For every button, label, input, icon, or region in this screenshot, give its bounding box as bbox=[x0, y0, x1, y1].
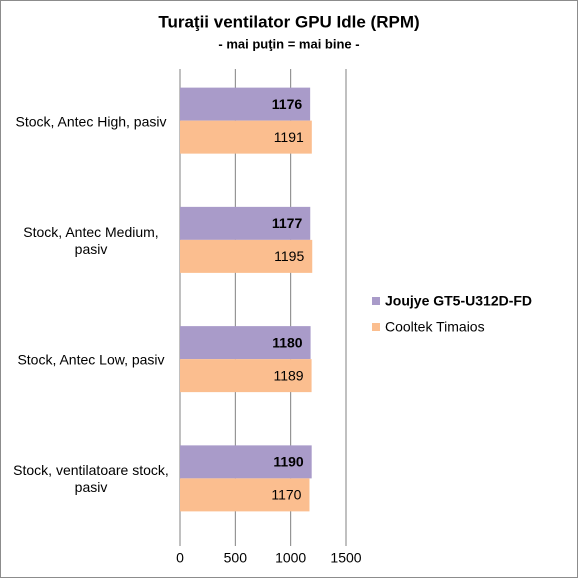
legend-label: Joujye GT5-U312D-FD bbox=[385, 293, 532, 309]
bar bbox=[180, 478, 310, 512]
data-label: 1177 bbox=[272, 215, 303, 231]
chart-title: Turaţii ventilator GPU Idle (RPM) bbox=[158, 12, 419, 31]
data-label: 1195 bbox=[274, 248, 304, 264]
y-tick-label: Stock, Antec Low, pasiv bbox=[17, 351, 165, 368]
bar bbox=[180, 120, 312, 154]
x-tick-label: 500 bbox=[224, 550, 248, 566]
data-label: 1189 bbox=[273, 367, 303, 383]
legend-swatch bbox=[372, 297, 380, 305]
legend-swatch bbox=[372, 323, 380, 331]
bar bbox=[180, 359, 312, 393]
x-tick-label: 0 bbox=[176, 550, 184, 566]
x-tick-label: 1500 bbox=[330, 550, 361, 566]
bar bbox=[180, 445, 312, 479]
chart-subtitle: - mai puţin = mai bine - bbox=[218, 36, 359, 51]
data-label: 1170 bbox=[271, 487, 301, 503]
legend-label: Cooltek Timaios bbox=[385, 319, 485, 335]
data-label: 1180 bbox=[272, 334, 303, 350]
y-tick-label: Stock, ventilatoare stock, pasiv bbox=[13, 462, 169, 496]
bar bbox=[180, 206, 311, 240]
x-tick-label: 1000 bbox=[275, 550, 306, 566]
bar bbox=[180, 87, 311, 121]
bar bbox=[180, 326, 311, 360]
bar bbox=[180, 239, 313, 273]
data-label: 1176 bbox=[272, 96, 303, 112]
y-tick-label: Stock, Antec Medium, pasiv bbox=[23, 223, 159, 257]
y-tick-label: Stock, Antec High, pasiv bbox=[15, 113, 167, 130]
data-label: 1190 bbox=[273, 454, 304, 470]
data-label: 1191 bbox=[274, 129, 304, 145]
